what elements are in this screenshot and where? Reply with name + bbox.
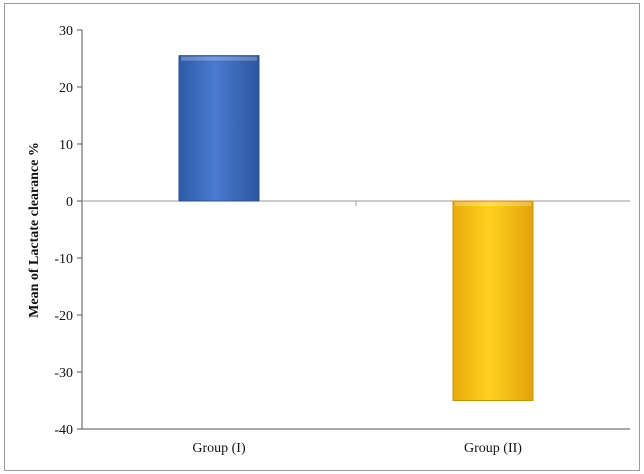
y-axis-title: Mean of Lactate clearance % xyxy=(27,142,42,318)
bar-2 xyxy=(452,200,534,401)
bar-1 xyxy=(178,55,260,202)
y-tick-label: 0 xyxy=(66,195,73,210)
chart-frame xyxy=(4,3,640,471)
y-tick-label: -40 xyxy=(54,423,73,438)
y-tick-label: 20 xyxy=(59,81,73,96)
bar-highlight xyxy=(455,202,531,206)
bar-highlight xyxy=(181,56,257,61)
category-label: Group (II) xyxy=(464,441,522,456)
y-tick-label: 30 xyxy=(59,24,73,39)
y-tick-label: -10 xyxy=(54,252,73,267)
category-label: Group (I) xyxy=(192,441,246,456)
plot-area: 30 20 10 0 -10 -20 -30 -40 Group (I) Group (II) xyxy=(54,24,630,456)
y-tick-label: 10 xyxy=(59,138,73,153)
y-tick-label: -20 xyxy=(54,309,73,324)
y-tick-label: -30 xyxy=(54,366,73,381)
